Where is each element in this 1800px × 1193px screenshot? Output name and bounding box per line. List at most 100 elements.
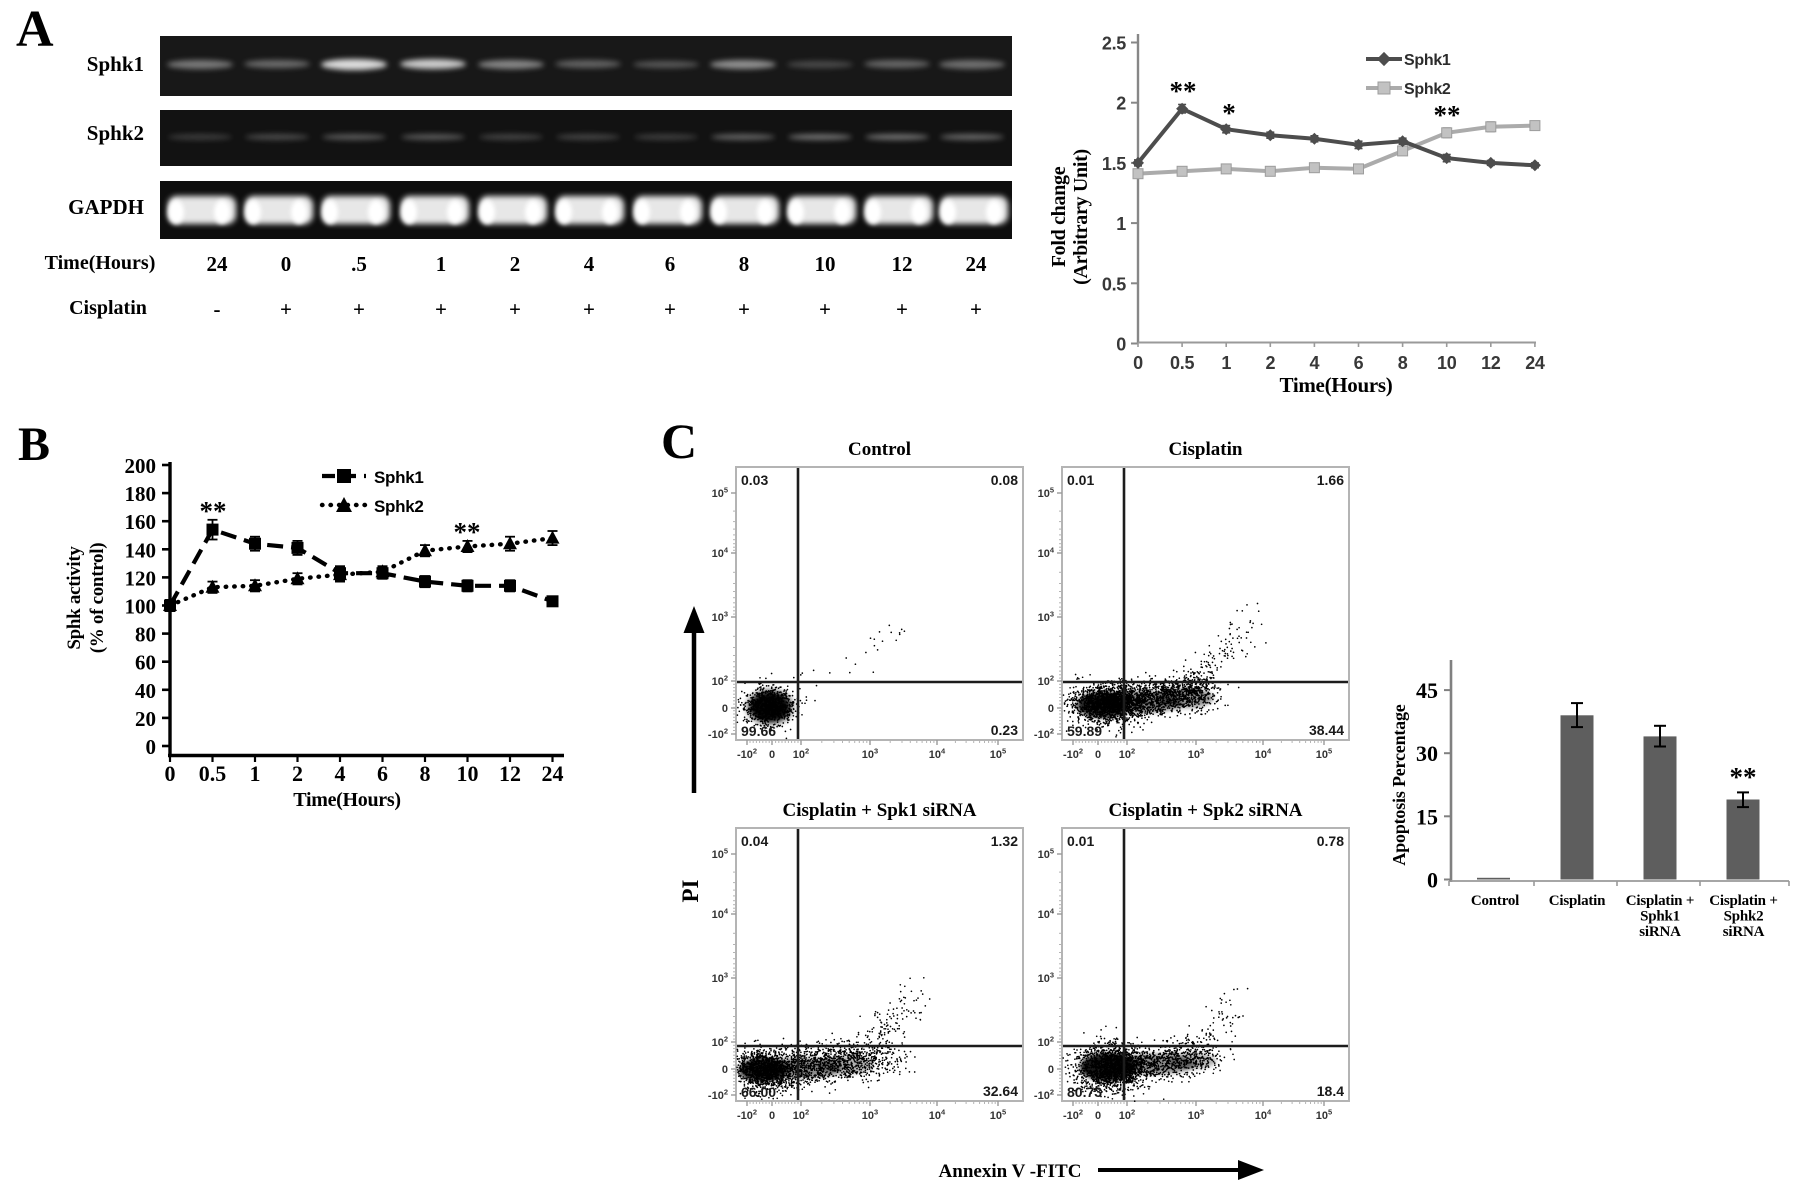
svg-text:104: 104 bbox=[1255, 1108, 1272, 1123]
svg-text:102: 102 bbox=[712, 1035, 728, 1050]
svg-text:200: 200 bbox=[125, 454, 157, 478]
svg-text:10: 10 bbox=[457, 761, 479, 786]
svg-text:103: 103 bbox=[712, 610, 728, 625]
svg-text:0.5: 0.5 bbox=[1102, 274, 1126, 294]
svg-text:Sphk1: Sphk1 bbox=[1640, 909, 1680, 925]
svg-text:4: 4 bbox=[1310, 353, 1320, 373]
svg-text:-102: -102 bbox=[708, 1088, 728, 1103]
svg-text:104: 104 bbox=[1038, 546, 1055, 561]
svg-text:0: 0 bbox=[769, 749, 775, 761]
svg-text:Sphk1: Sphk1 bbox=[1404, 52, 1451, 69]
svg-text:0.08: 0.08 bbox=[991, 472, 1018, 488]
svg-text:12: 12 bbox=[499, 761, 521, 786]
svg-text:102: 102 bbox=[712, 674, 728, 689]
svg-text:2.5: 2.5 bbox=[1102, 34, 1126, 54]
svg-text:(% of control): (% of control) bbox=[87, 543, 108, 653]
svg-text:30: 30 bbox=[1416, 741, 1438, 766]
svg-text:0: 0 bbox=[1427, 868, 1438, 893]
svg-text:102: 102 bbox=[1038, 1035, 1054, 1050]
svg-text:siRNA: siRNA bbox=[1639, 924, 1681, 940]
svg-text:45: 45 bbox=[1416, 678, 1438, 703]
svg-text:105: 105 bbox=[712, 486, 728, 501]
svg-text:Sphk activity: Sphk activity bbox=[64, 546, 85, 650]
svg-text:105: 105 bbox=[1038, 847, 1054, 862]
svg-text:0: 0 bbox=[722, 703, 728, 715]
svg-text:8: 8 bbox=[420, 761, 431, 786]
svg-text:60: 60 bbox=[135, 651, 156, 675]
svg-text:Cisplatin + Spk1 siRNA: Cisplatin + Spk1 siRNA bbox=[782, 800, 976, 821]
svg-text:105: 105 bbox=[1316, 1108, 1332, 1123]
svg-text:Fold change: Fold change bbox=[1048, 166, 1070, 267]
svg-text:Annexin V -FITC: Annexin V -FITC bbox=[939, 1161, 1082, 1182]
svg-text:105: 105 bbox=[990, 1108, 1006, 1123]
svg-text:**: ** bbox=[1170, 76, 1197, 106]
svg-text:Apoptosis Percentage: Apoptosis Percentage bbox=[1389, 704, 1409, 865]
svg-text:1: 1 bbox=[1221, 353, 1231, 373]
svg-text:103: 103 bbox=[862, 747, 878, 762]
svg-text:0.5: 0.5 bbox=[1170, 353, 1194, 373]
svg-text:38.44: 38.44 bbox=[1309, 722, 1344, 738]
svg-text:0: 0 bbox=[1133, 353, 1143, 373]
svg-text:104: 104 bbox=[1255, 747, 1272, 762]
svg-text:6: 6 bbox=[1354, 353, 1364, 373]
svg-text:-102: -102 bbox=[1063, 747, 1083, 762]
svg-text:0: 0 bbox=[1095, 749, 1101, 761]
svg-text:Control: Control bbox=[848, 439, 911, 460]
svg-text:2: 2 bbox=[292, 761, 303, 786]
svg-text:12: 12 bbox=[1481, 353, 1501, 373]
svg-text:-102: -102 bbox=[1034, 1088, 1054, 1103]
svg-text:1: 1 bbox=[1116, 214, 1126, 234]
svg-text:103: 103 bbox=[1188, 1108, 1204, 1123]
svg-text:59.89: 59.89 bbox=[1067, 723, 1102, 739]
svg-text:180: 180 bbox=[125, 482, 157, 506]
svg-text:6: 6 bbox=[377, 761, 388, 786]
svg-text:Cisplatin: Cisplatin bbox=[1169, 439, 1243, 460]
svg-text:140: 140 bbox=[125, 538, 157, 562]
svg-text:**: ** bbox=[200, 496, 227, 526]
svg-text:0.5: 0.5 bbox=[199, 761, 227, 786]
svg-text:104: 104 bbox=[1038, 907, 1055, 922]
svg-text:Sphk2: Sphk2 bbox=[1724, 909, 1764, 925]
svg-text:Control: Control bbox=[1471, 893, 1519, 909]
svg-text:24: 24 bbox=[542, 761, 564, 786]
svg-text:24: 24 bbox=[1525, 353, 1545, 373]
svg-text:0.01: 0.01 bbox=[1067, 833, 1094, 849]
svg-text:120: 120 bbox=[125, 566, 157, 590]
svg-text:**: ** bbox=[1730, 762, 1757, 792]
svg-text:0.04: 0.04 bbox=[741, 833, 768, 849]
svg-text:103: 103 bbox=[712, 971, 728, 986]
svg-text:0: 0 bbox=[1048, 703, 1054, 715]
svg-text:105: 105 bbox=[990, 747, 1006, 762]
svg-text:102: 102 bbox=[1038, 674, 1054, 689]
svg-text:10: 10 bbox=[1437, 353, 1457, 373]
svg-text:Cisplatin +: Cisplatin + bbox=[1709, 893, 1777, 909]
svg-text:-102: -102 bbox=[1063, 1108, 1083, 1123]
svg-text:1.66: 1.66 bbox=[1317, 472, 1344, 488]
svg-text:0: 0 bbox=[1116, 335, 1126, 355]
svg-text:Time(Hours): Time(Hours) bbox=[293, 789, 400, 811]
svg-text:0.03: 0.03 bbox=[741, 472, 768, 488]
svg-text:104: 104 bbox=[712, 907, 729, 922]
svg-text:0: 0 bbox=[769, 1110, 775, 1122]
svg-text:40: 40 bbox=[135, 679, 156, 703]
svg-text:Sphk2: Sphk2 bbox=[374, 497, 424, 516]
svg-text:2: 2 bbox=[1265, 353, 1275, 373]
svg-text:105: 105 bbox=[712, 847, 728, 862]
svg-text:99.66: 99.66 bbox=[741, 723, 776, 739]
svg-text:Sphk1: Sphk1 bbox=[374, 468, 424, 487]
svg-text:160: 160 bbox=[125, 510, 157, 534]
svg-text:105: 105 bbox=[1038, 486, 1054, 501]
svg-text:8: 8 bbox=[1398, 353, 1408, 373]
svg-text:Sphk2: Sphk2 bbox=[1404, 81, 1451, 98]
svg-text:0: 0 bbox=[1095, 1110, 1101, 1122]
svg-text:18.4: 18.4 bbox=[1317, 1083, 1344, 1099]
svg-text:103: 103 bbox=[1188, 747, 1204, 762]
svg-text:100: 100 bbox=[125, 595, 157, 619]
svg-text:siRNA: siRNA bbox=[1723, 924, 1765, 940]
svg-text:102: 102 bbox=[1119, 1108, 1135, 1123]
svg-text:66.00: 66.00 bbox=[741, 1084, 776, 1100]
svg-text:-102: -102 bbox=[737, 747, 757, 762]
svg-text:103: 103 bbox=[862, 1108, 878, 1123]
svg-text:0.23: 0.23 bbox=[991, 722, 1018, 738]
svg-text:105: 105 bbox=[1316, 747, 1332, 762]
